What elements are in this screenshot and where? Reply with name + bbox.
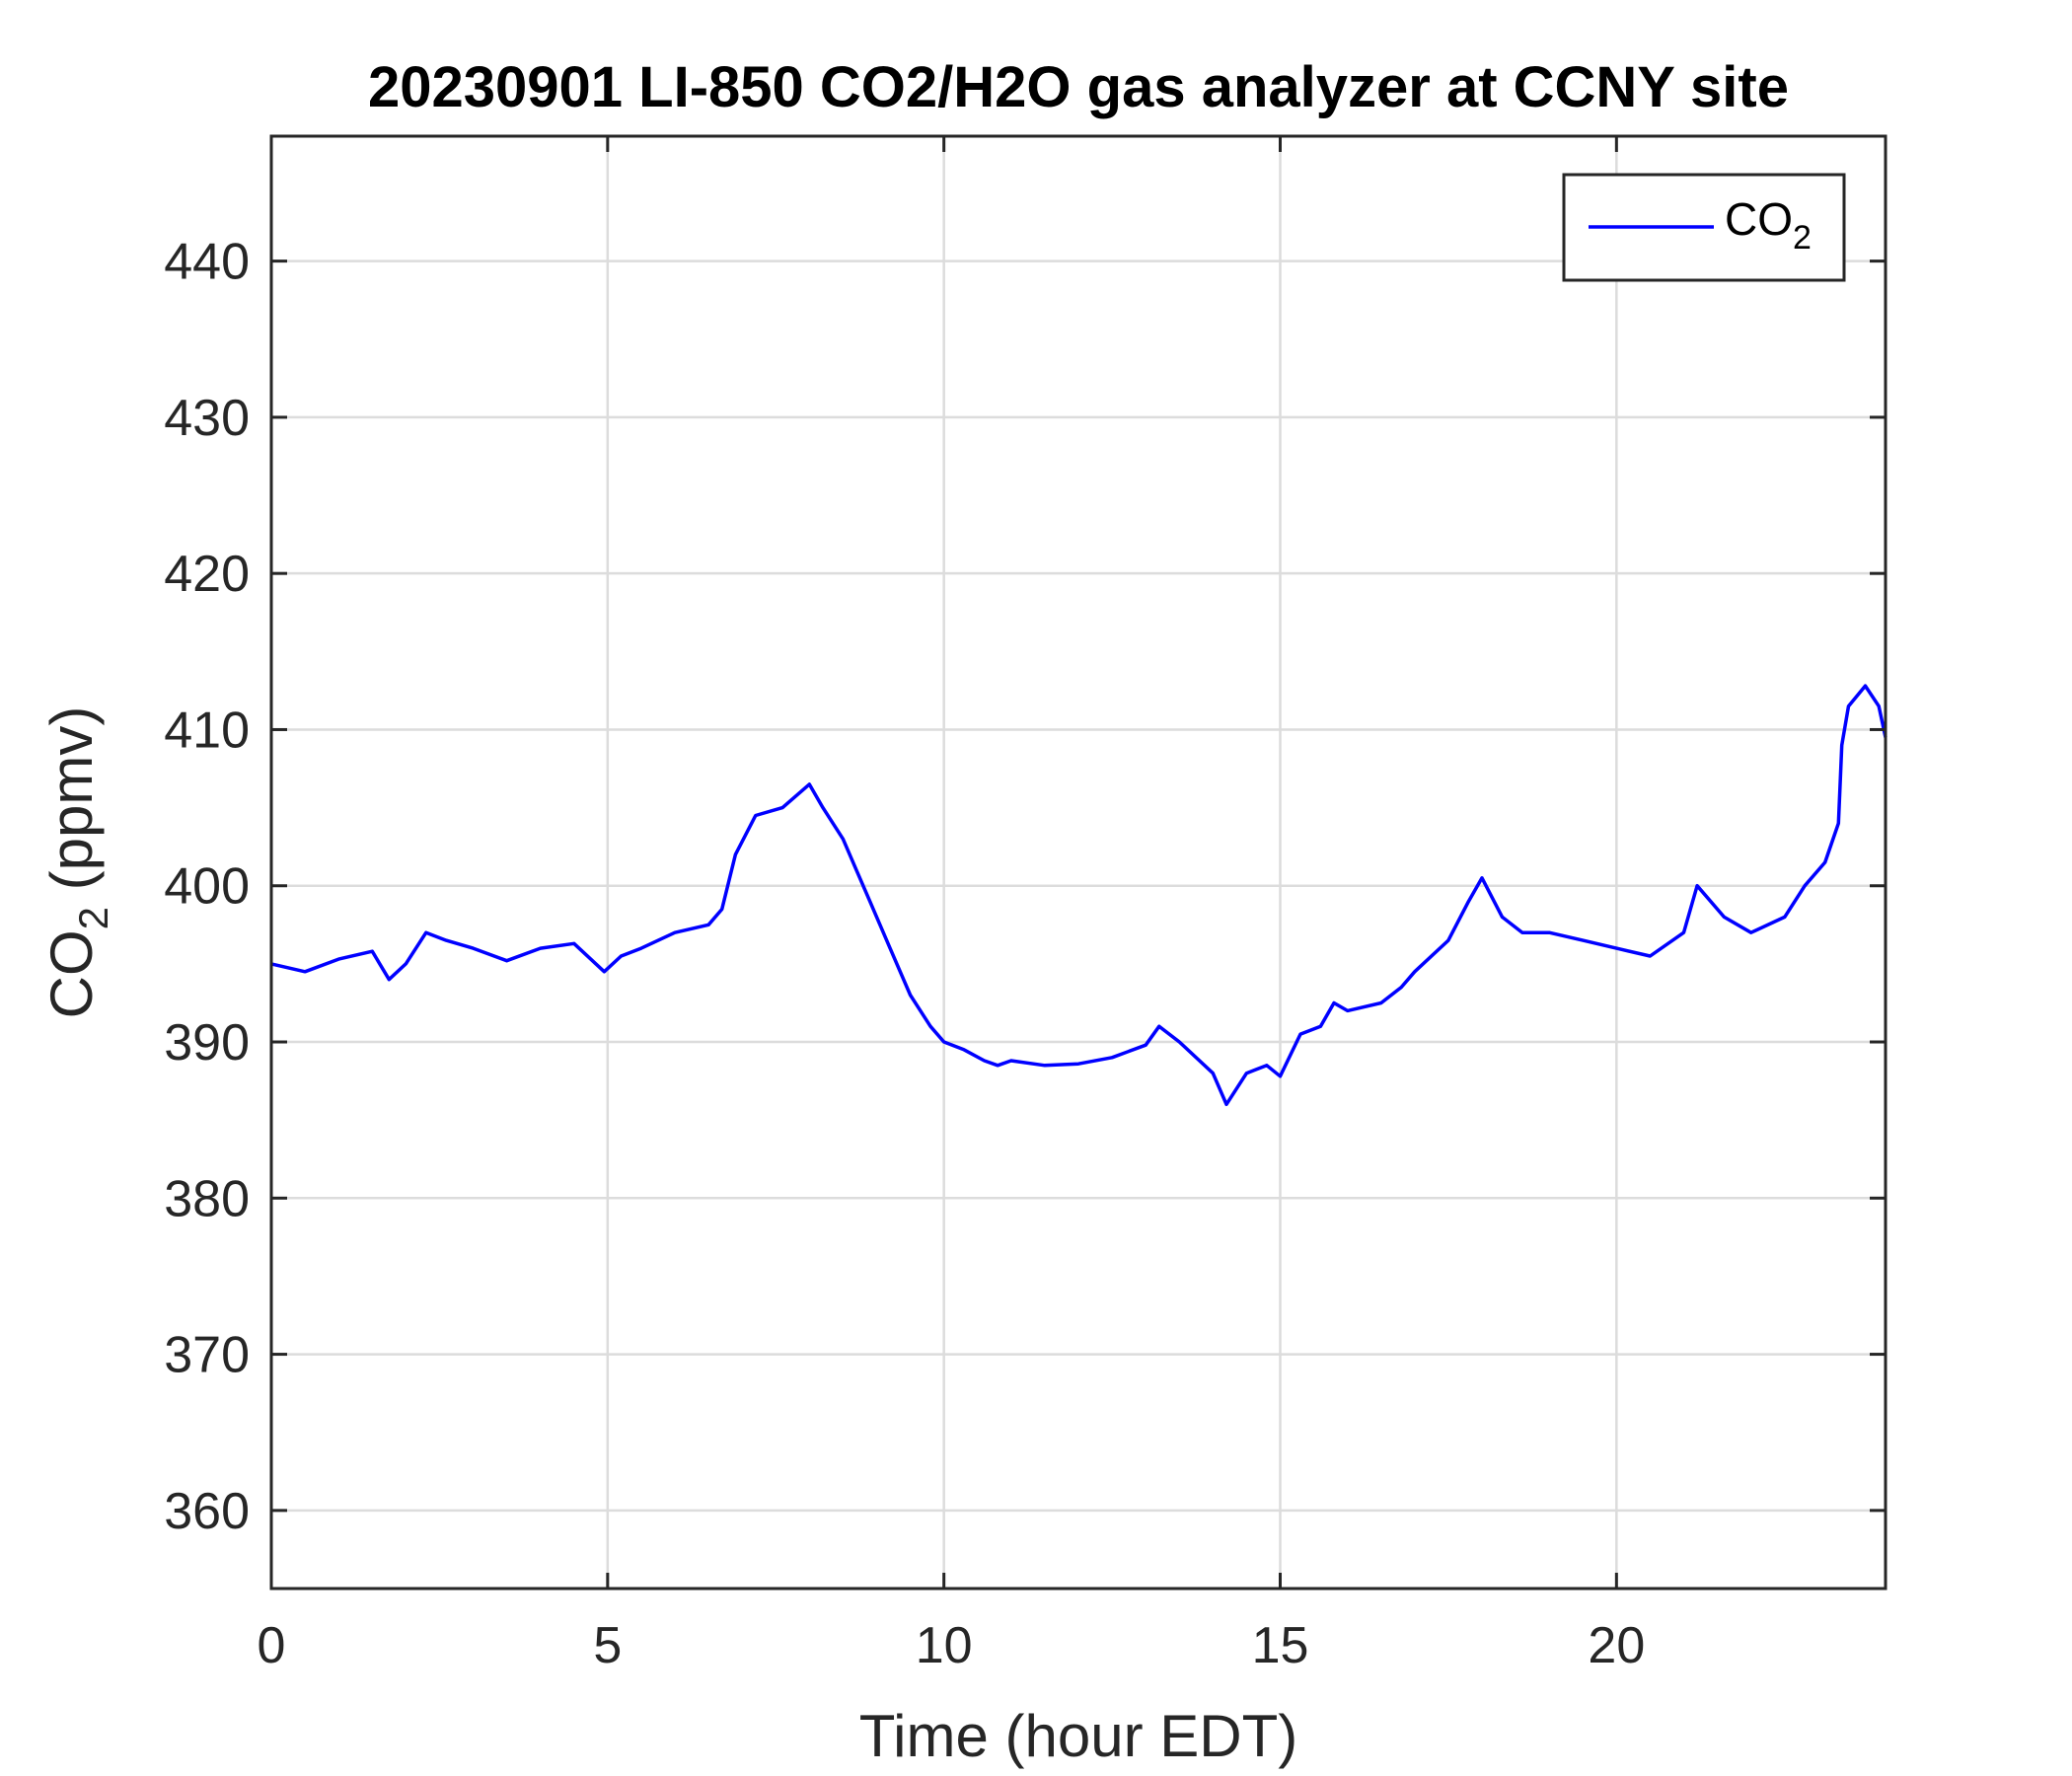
plot-frame	[269, 134, 1887, 1591]
y-tick-label: 440	[164, 234, 250, 291]
x-tick-label: 5	[593, 1617, 622, 1674]
y-axis-label: CO2 (ppmv)	[38, 706, 116, 1019]
x-tick-label: 15	[1252, 1617, 1309, 1674]
x-tick-label: 0	[258, 1617, 286, 1674]
y-tick-label: 360	[164, 1483, 250, 1540]
legend: CO2	[1562, 173, 1846, 282]
y-axis-label-subscript: 2	[70, 907, 116, 929]
y-tick-label: 370	[164, 1327, 250, 1384]
y-tick-label: 420	[164, 546, 250, 603]
chart-title: 20230901 LI-850 CO2/H2O gas analyzer at …	[368, 55, 1789, 119]
series-line-co2	[270, 684, 1887, 1107]
x-tick-label: 20	[1588, 1617, 1645, 1674]
legend-label-subscript: 2	[1793, 219, 1812, 257]
y-tick-label: 390	[164, 1014, 250, 1072]
series-layer	[270, 684, 1887, 1107]
y-tick-label: 400	[164, 858, 250, 916]
ticks-layer: 0 5 10 15 20 360 370 380 390 400 410 420 430 440	[164, 136, 1886, 1674]
grid-layer	[271, 136, 1886, 1589]
y-tick-label: 410	[164, 702, 250, 759]
legend-label-co2: CO2	[1725, 193, 1812, 257]
x-tick-label: 10	[916, 1617, 973, 1674]
y-axis-label-rest: (ppmv)	[38, 706, 105, 907]
y-tick-label: 430	[164, 390, 250, 447]
y-tick-label: 380	[164, 1170, 250, 1227]
legend-label-main: CO	[1725, 193, 1793, 245]
x-axis-label: Time (hour EDT)	[859, 1703, 1298, 1769]
y-axis-label-main: CO	[38, 929, 105, 1018]
